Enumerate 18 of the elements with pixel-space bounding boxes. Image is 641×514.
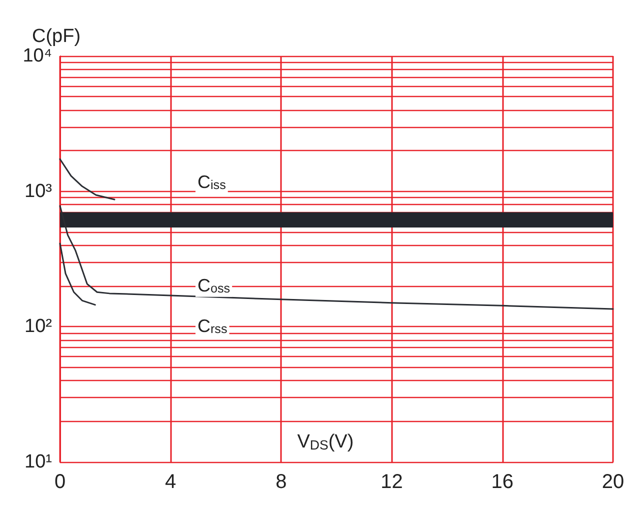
y-axis-title: C(pF) — [32, 26, 81, 47]
y-tick-label: 10² — [24, 316, 52, 338]
y-tick-label: 10⁴ — [22, 46, 52, 66]
y-tick-label: 10³ — [24, 180, 52, 202]
line-series — [59, 242, 96, 306]
x-tick-label: 4 — [165, 471, 176, 493]
x-tick-label: 20 — [602, 471, 624, 493]
x-axis-title: VDS(V) — [297, 432, 354, 452]
x-tick-label: 16 — [491, 471, 514, 493]
y-tick-label: 10¹ — [24, 452, 52, 472]
annotation: Ciss — [197, 172, 226, 192]
annotation: Crss — [197, 316, 228, 336]
x-tick-label: 0 — [54, 471, 66, 493]
annotation: Coss — [197, 275, 230, 296]
line-series — [59, 205, 614, 310]
line-series — [59, 158, 116, 200]
x-tick-label: 12 — [380, 471, 403, 493]
x-tick-label: 8 — [276, 471, 287, 493]
